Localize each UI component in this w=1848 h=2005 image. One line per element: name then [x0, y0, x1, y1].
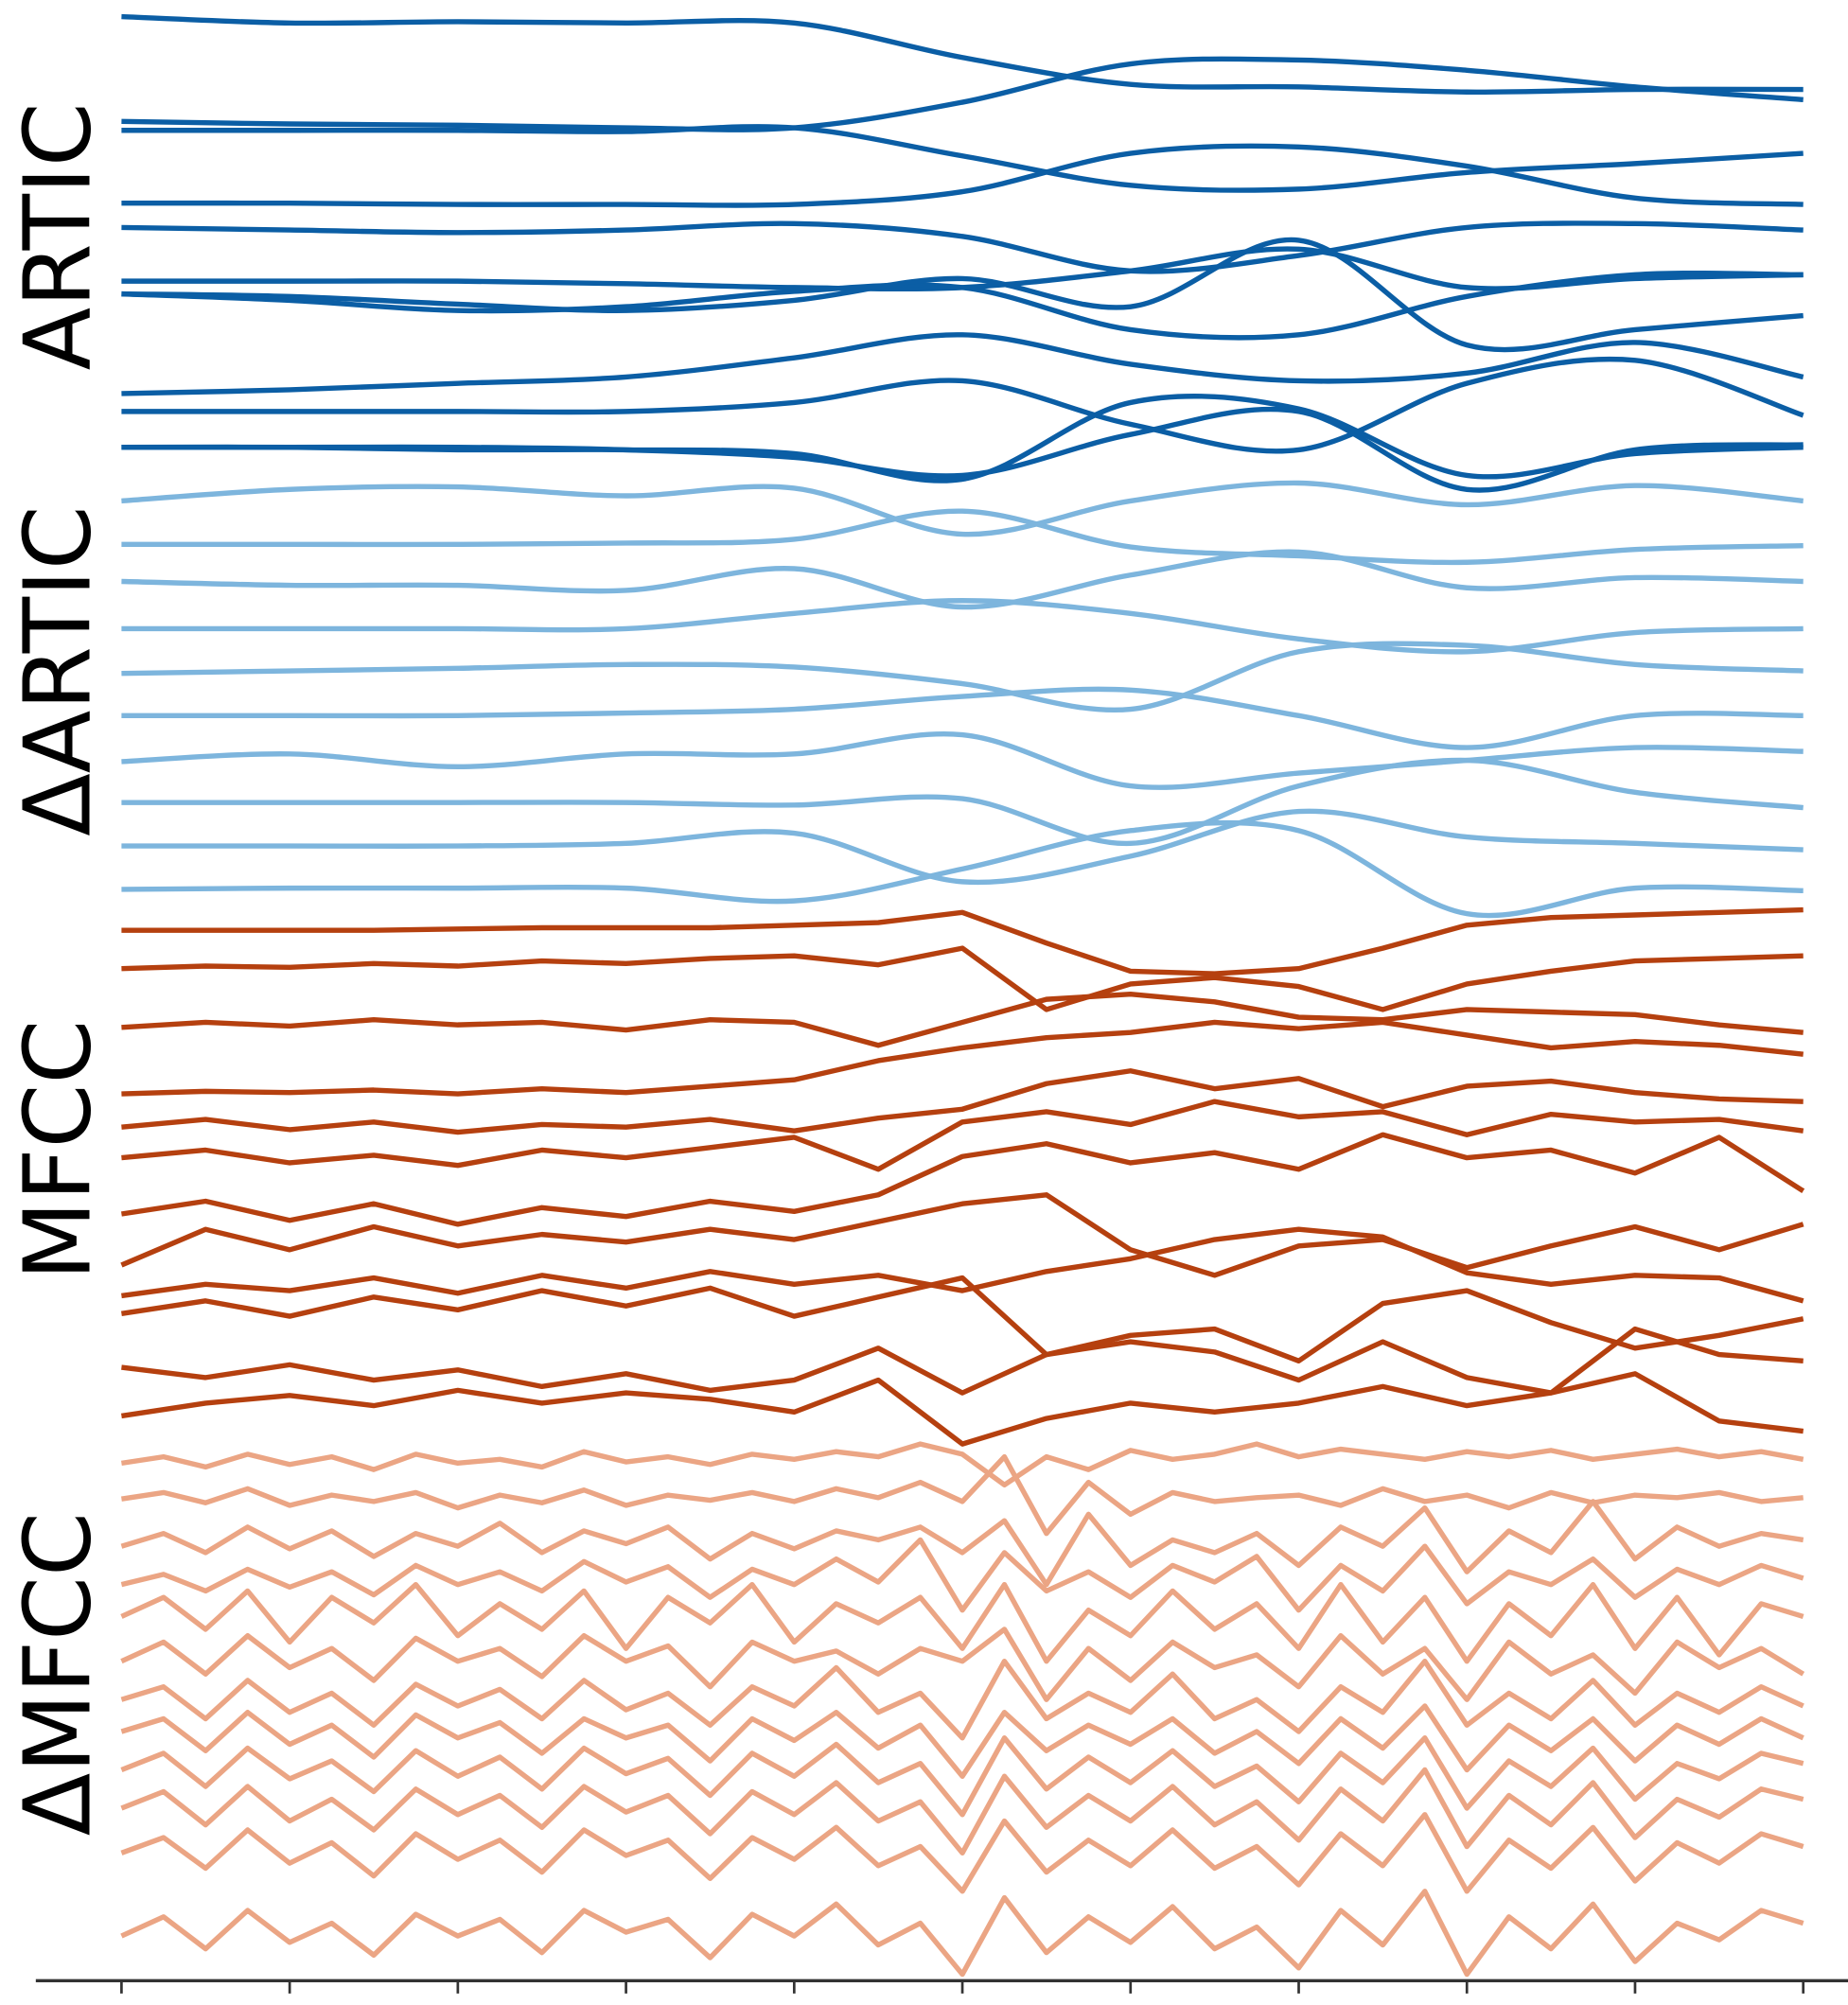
- trace-line-0-11: [121, 394, 1804, 484]
- trace-line-1-4: [121, 641, 1804, 713]
- trace-line-1-9: [121, 819, 1804, 919]
- trace-line-3-3: [120, 1537, 1804, 1613]
- trace-line-3-9: [120, 1767, 1804, 1856]
- trace-line-3-5: [120, 1627, 1805, 1702]
- trace-line-0-3: [121, 143, 1804, 208]
- trace-line-0-6: [121, 270, 1804, 341]
- trace-line-3-2: [120, 1499, 1804, 1588]
- trace-group-0: [121, 13, 1804, 493]
- trace-line-2-0: [121, 906, 1804, 976]
- trace-line-3-6: [120, 1659, 1804, 1741]
- group-label-delta-mfcc: ΔMFCC: [5, 1512, 112, 1836]
- trace-line-3-1: [120, 1453, 1804, 1537]
- trace-line-1-1: [121, 508, 1804, 566]
- trace-line-2-7: [120, 1192, 1804, 1278]
- x-axis: [35, 1979, 1848, 1994]
- trace-line-3-7: [120, 1703, 1804, 1779]
- trace-line-0-4: [121, 220, 1804, 274]
- traces: [120, 13, 1805, 1978]
- trace-line-1-7: [121, 757, 1804, 847]
- trace-line-1-6: [121, 731, 1804, 790]
- trace-line-2-6: [120, 1132, 1805, 1227]
- trace-line-1-5: [121, 686, 1804, 750]
- trace-line-3-8: [120, 1735, 1804, 1818]
- trace-line-2-9: [120, 1275, 1804, 1364]
- trace-line-2-8: [121, 1226, 1804, 1304]
- trace-line-3-10: [120, 1812, 1804, 1894]
- group-labels: ARTIC ΔARTIC MFCC ΔMFCC: [5, 102, 112, 1836]
- trace-line-2-2: [121, 992, 1804, 1048]
- trace-line-0-8: [121, 332, 1804, 396]
- trace-line-2-1: [121, 945, 1804, 1012]
- trace-line-2-3: [121, 1019, 1804, 1097]
- trace-line-1-2: [121, 549, 1804, 610]
- trace-line-0-0: [121, 13, 1804, 95]
- trace-group-2: [120, 906, 1805, 1447]
- trace-line-2-4: [121, 1068, 1804, 1135]
- trace-group-3: [120, 1441, 1805, 1978]
- trace-group-1: [121, 480, 1804, 919]
- trace-line-1-8: [121, 808, 1804, 886]
- trace-line-1-0: [121, 480, 1804, 537]
- group-label-artic: ARTIC: [5, 102, 112, 370]
- trace-line-0-1: [121, 56, 1804, 132]
- trace-line-2-10: [121, 1326, 1804, 1396]
- trace-line-2-11: [120, 1371, 1804, 1447]
- trace-line-3-11: [120, 1889, 1804, 1978]
- trace-line-0-7: [121, 237, 1804, 353]
- trace-line-3-4: [120, 1581, 1804, 1664]
- group-label-mfcc: MFCC: [5, 1020, 112, 1281]
- trace-line-2-5: [121, 1099, 1804, 1172]
- trace-line-3-0: [120, 1441, 1804, 1488]
- trace-line-0-2: [121, 124, 1804, 193]
- group-label-delta-artic: ΔARTIC: [5, 505, 112, 835]
- trace-line-0-9: [121, 356, 1804, 454]
